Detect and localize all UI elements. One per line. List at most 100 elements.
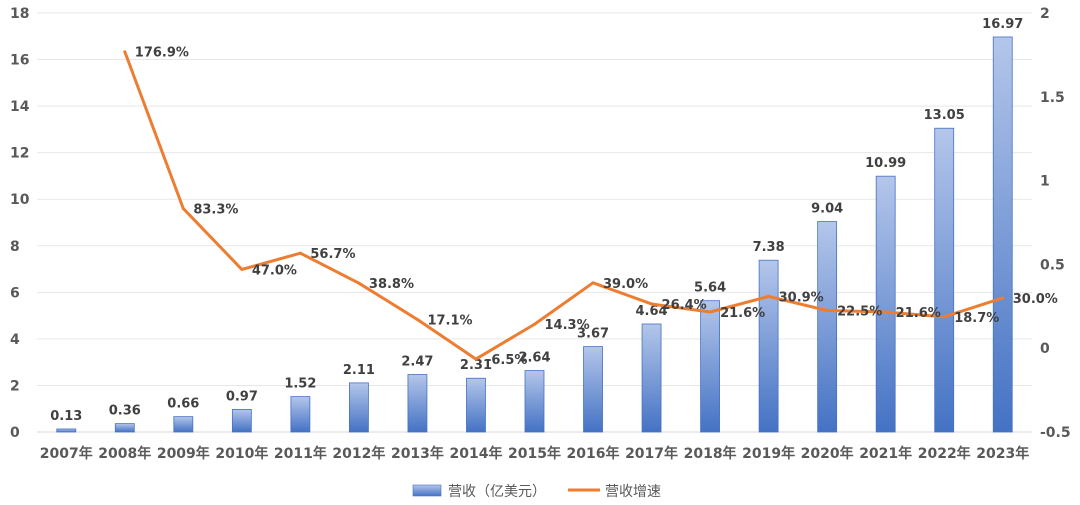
- line-data-label: -6.5%: [486, 353, 527, 368]
- x-axis-tick: 2022年: [918, 445, 971, 462]
- x-axis-tick: 2011年: [274, 445, 327, 462]
- x-axis-tick: 2016年: [567, 445, 620, 462]
- bar: [992, 36, 1013, 433]
- bar-data-label: 16.97: [982, 17, 1023, 32]
- x-axis-tick: 2012年: [332, 445, 385, 462]
- line-point: [474, 357, 478, 361]
- right-axis-tick: 2: [1040, 6, 1050, 22]
- line-point: [591, 281, 595, 285]
- x-axis-tick: 2010年: [215, 445, 268, 462]
- line-point: [942, 315, 946, 319]
- left-axis-tick: 8: [10, 239, 20, 255]
- bar-data-label: 0.36: [109, 404, 141, 419]
- legend-label-growth: 营收增速: [605, 484, 661, 500]
- bar-data-labels: 0.13 0.36 0.66 0.97 1.52 2.11 2.47 2.31 2.64 3.67…: [50, 17, 1023, 424]
- left-axis-tick: 6: [10, 285, 20, 301]
- line-point: [767, 294, 771, 298]
- bar: [641, 323, 662, 433]
- line-data-label: 38.8%: [369, 277, 414, 292]
- line-data-label: 22.5%: [837, 304, 882, 319]
- line-point: [415, 318, 419, 322]
- bar-data-label: 2.31: [460, 358, 492, 373]
- line-point: [533, 322, 536, 326]
- bar-data-label: 2.64: [518, 351, 550, 366]
- line-data-label: 21.6%: [896, 306, 941, 321]
- bar-data-label: 2.47: [401, 355, 433, 370]
- x-axis-tick: 2007年: [40, 445, 93, 462]
- bar-data-label: 1.52: [284, 377, 316, 392]
- right-axis-tick: 1: [1040, 174, 1050, 190]
- line-data-label: 47.0%: [252, 263, 297, 278]
- line-data-label: 30.9%: [779, 290, 824, 305]
- line-point: [181, 207, 185, 211]
- bar: [290, 396, 311, 433]
- line-data-label: 39.0%: [603, 277, 648, 292]
- bar-data-label: 10.99: [865, 156, 906, 171]
- left-axis: 0 2 4 6 8 10 12 14 16 18: [10, 6, 30, 441]
- x-axis: 2007年 2008年 2009年 2010年 2011年 2012年 2013年 2014年…: [40, 445, 1029, 462]
- gridlines: [37, 12, 1032, 433]
- right-axis-tick: 0.5: [1040, 257, 1065, 273]
- bar-data-label: 0.97: [226, 389, 258, 404]
- line-data-labels: 176.9% 83.3% 47.0% 56.7% 38.8% 17.1% -6.5% 14.3…: [135, 46, 1058, 368]
- line-data-label: 17.1%: [427, 314, 472, 329]
- legend: 营收（亿美元） 营收增速: [412, 484, 661, 500]
- bar: [231, 409, 252, 433]
- right-axis-tick: 0: [1040, 341, 1050, 357]
- line-point: [1001, 296, 1005, 300]
- bar-data-label: 3.67: [577, 327, 609, 342]
- line-point: [650, 302, 654, 306]
- bar: [817, 221, 838, 433]
- bar-data-label: 0.66: [167, 397, 199, 412]
- bar: [114, 423, 135, 433]
- line-data-label: 18.7%: [954, 311, 999, 326]
- line-data-label: 21.6%: [720, 306, 765, 321]
- bar: [583, 346, 603, 433]
- line-series: [123, 50, 1005, 361]
- line-data-label: 26.4%: [662, 298, 707, 313]
- bar: [758, 259, 779, 433]
- x-axis-tick: 2008年: [98, 445, 151, 462]
- bar: [349, 382, 369, 433]
- bar: [934, 127, 955, 433]
- bar: [524, 370, 545, 433]
- bar-data-label: 13.05: [924, 108, 965, 123]
- left-axis-tick: 12: [10, 146, 29, 162]
- bar: [466, 377, 486, 433]
- line-point: [825, 308, 829, 312]
- x-axis-tick: 2009年: [157, 445, 210, 462]
- x-axis-tick: 2019年: [742, 445, 795, 462]
- bar: [173, 416, 194, 433]
- left-axis-tick: 18: [10, 6, 29, 22]
- bar: [875, 175, 896, 433]
- line-point: [708, 310, 712, 314]
- bar-series: [56, 36, 1013, 433]
- bar-data-label: 4.64: [636, 304, 668, 319]
- line-point: [884, 310, 888, 314]
- right-axis: -0.5 0 0.5 1 1.5 2: [1040, 6, 1071, 441]
- left-axis-tick: 4: [10, 332, 20, 348]
- line-data-label: 83.3%: [193, 203, 238, 218]
- left-axis-tick: 2: [10, 378, 20, 394]
- growth-line: [123, 51, 1004, 361]
- line-data-label: 30.0%: [1013, 292, 1058, 307]
- line-data-label: 14.3%: [545, 318, 590, 333]
- x-axis-tick: 2023年: [976, 445, 1029, 462]
- line-point: [357, 281, 361, 285]
- x-axis-tick: 2014年: [449, 445, 502, 462]
- line-data-label: 176.9%: [135, 46, 189, 61]
- x-axis-tick: 2018年: [684, 445, 737, 462]
- legend-label-revenue: 营收（亿美元）: [448, 484, 546, 500]
- x-axis-tick: 2015年: [508, 445, 561, 462]
- x-axis-tick: 2013年: [391, 445, 444, 462]
- line-point: [123, 50, 127, 54]
- line-point: [240, 267, 244, 271]
- line-data-label: 56.7%: [310, 247, 355, 262]
- bar: [407, 374, 428, 433]
- left-axis-tick: 16: [10, 53, 29, 69]
- right-axis-tick: 1.5: [1040, 90, 1065, 106]
- bar: [56, 428, 77, 433]
- bar-data-label: 9.04: [811, 202, 843, 217]
- x-axis-tick: 2021年: [859, 445, 912, 462]
